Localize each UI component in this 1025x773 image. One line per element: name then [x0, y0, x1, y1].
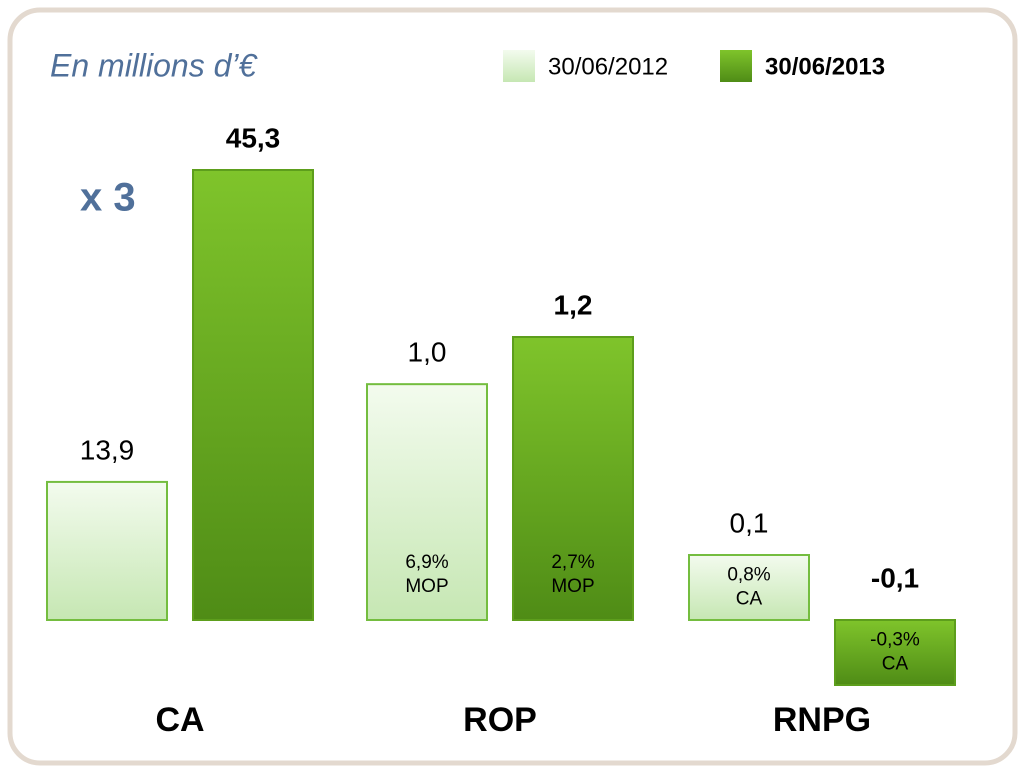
x-tick-label: ROP — [463, 701, 537, 739]
bar-note: -0,3% — [870, 630, 920, 651]
value-label: 45,3 — [226, 122, 281, 153]
bar — [512, 336, 634, 621]
x-tick-label: CA — [155, 701, 204, 739]
bar-note: 6,9% — [405, 552, 448, 573]
value-label: 0,1 — [730, 507, 769, 538]
value-label: -0,1 — [871, 562, 919, 593]
bar — [46, 480, 168, 621]
value-label: 13,9 — [80, 434, 135, 465]
bar-note: CA — [882, 654, 909, 675]
legend-swatch — [503, 50, 535, 82]
bar-note: MOP — [405, 576, 448, 597]
x-tick-label: RNPG — [773, 701, 871, 739]
bar — [688, 554, 810, 621]
bar-note: 2,7% — [551, 552, 594, 573]
bar-note: MOP — [551, 576, 594, 597]
bar-note: CA — [736, 589, 763, 610]
annotation: x 3 — [80, 176, 136, 220]
bar — [192, 169, 314, 621]
bar — [366, 383, 488, 621]
legend-swatch — [720, 50, 752, 82]
chart-title: En millions d’€ — [50, 47, 259, 83]
bar — [834, 619, 956, 686]
legend-label: 30/06/2013 — [765, 53, 885, 80]
value-label: 1,0 — [408, 337, 447, 368]
bar-note: 0,8% — [727, 565, 770, 586]
value-label: 1,2 — [554, 289, 593, 320]
legend-label: 30/06/2012 — [548, 53, 668, 80]
